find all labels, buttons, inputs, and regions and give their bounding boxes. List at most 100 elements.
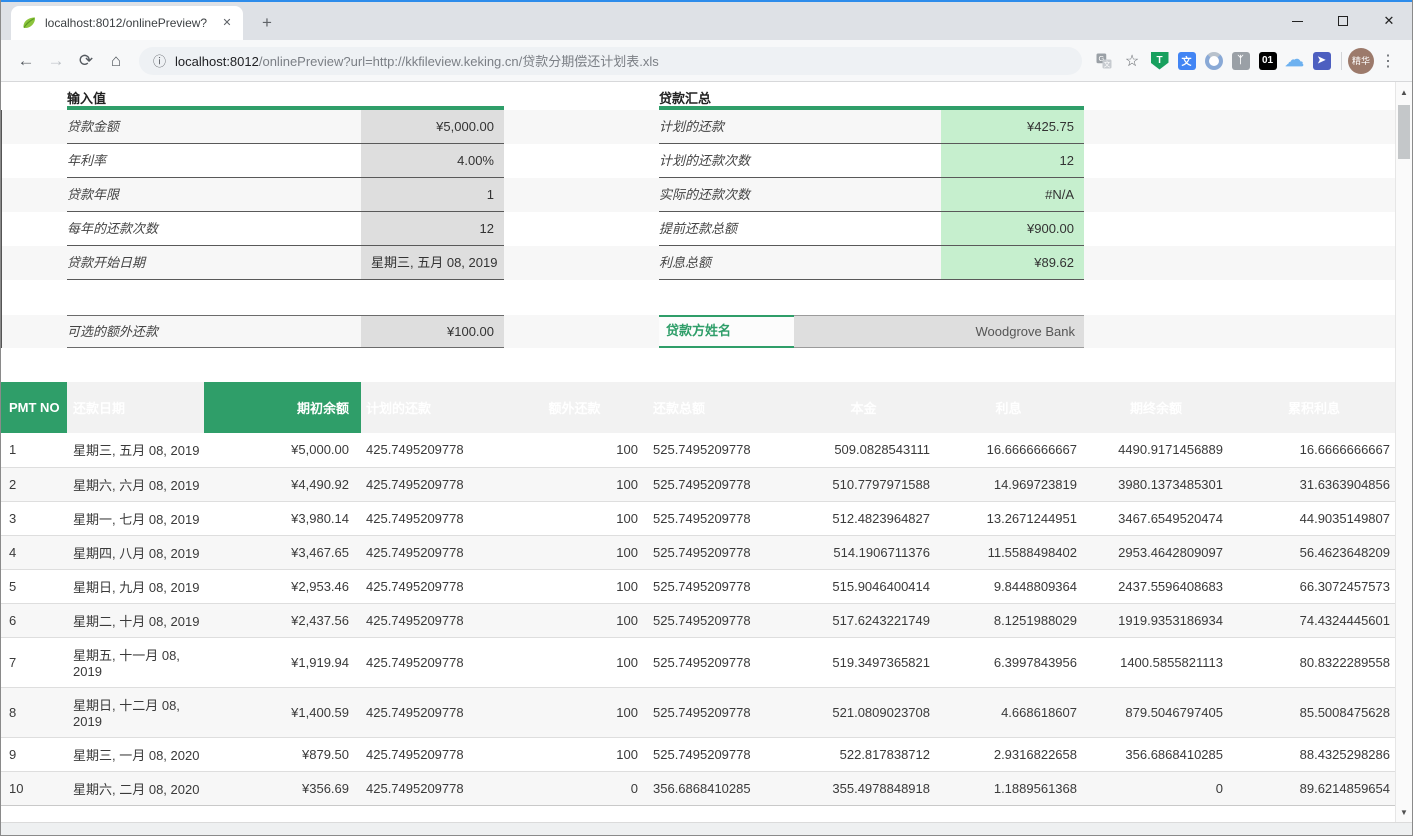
schedule-cell: 31.6363904856 <box>1231 467 1397 502</box>
summary-row-value: ¥425.75 <box>941 110 1084 143</box>
browser-menu-icon[interactable]: ⋮ <box>1380 52 1396 70</box>
schedule-cell: ¥356.69 <box>204 771 361 806</box>
address-bar[interactable]: ⓘ localhost:8012/onlinePreview?url=http:… <box>139 46 1082 75</box>
schedule-cell: 521.0809023708 <box>791 687 936 738</box>
schedule-cell: ¥2,953.46 <box>204 569 361 604</box>
svg-text:文: 文 <box>1104 59 1111 68</box>
shield-extension-icon-badge: T <box>1150 51 1169 70</box>
zero-one-extension-icon[interactable]: 01 <box>1254 47 1281 75</box>
schedule-cell: 85.5008475628 <box>1231 687 1397 738</box>
schedule-row: 7 星期五, 十一月 08, 2019 ¥1,919.94 425.749520977… <box>1 637 1397 688</box>
schedule-cell: 519.3497365821 <box>791 637 936 688</box>
close-window-button[interactable]: ✕ <box>1383 13 1395 28</box>
new-tab-button[interactable]: + <box>262 13 272 32</box>
schedule-cell: 星期六, 二月 08, 2020 <box>67 771 204 806</box>
summary-row-value: ¥89.62 <box>941 246 1084 279</box>
back-button[interactable]: ← <box>17 50 35 70</box>
schedule-cell: 879.5046797405 <box>1081 687 1231 738</box>
schedule-cell: 425.7495209778 <box>361 467 501 502</box>
sitemap-extension-icon[interactable]: ᛉ <box>1227 47 1254 75</box>
profile-avatar[interactable]: 精华 <box>1348 47 1374 74</box>
scrollbar-down-arrow[interactable]: ▼ <box>1400 807 1408 817</box>
schedule-cell: 0 <box>1081 771 1231 806</box>
schedule-cell: 1.1889561368 <box>936 771 1081 806</box>
column-header: PMT NO <box>1 382 67 433</box>
minimize-icon <box>1291 20 1303 22</box>
schedule-cell: 8 <box>1 687 67 738</box>
summary-row-label: 计划的还款 <box>659 119 725 134</box>
schedule-cell: 星期日, 十二月 08, 2019 <box>67 687 204 738</box>
schedule-cell: 100 <box>501 687 648 738</box>
schedule-cell: 1919.9353186934 <box>1081 603 1231 638</box>
schedule-cell: 星期二, 十月 08, 2019 <box>67 603 204 638</box>
tab-close-icon[interactable]: ✕ <box>222 17 232 29</box>
toolbar-divider <box>1341 51 1342 70</box>
schedule-cell: 525.7495209778 <box>648 535 791 570</box>
schedule-cell: 56.4623648209 <box>1231 535 1397 570</box>
schedule-row: 5 星期日, 九月 08, 2019 ¥2,953.46 425.7495209778… <box>1 569 1397 604</box>
translate-page-icon[interactable]: G 文 <box>1090 47 1118 75</box>
url-path: /onlinePreview?url=http://kkfileview.kek… <box>258 54 659 69</box>
browser-tab[interactable]: localhost:8012/onlinePreview? ✕ <box>11 6 243 40</box>
maximize-button[interactable] <box>1320 2 1366 40</box>
bottom-scroll-track[interactable] <box>1 822 1412 835</box>
schedule-cell: 3 <box>1 501 67 536</box>
schedule-cell: 8.1251988029 <box>936 603 1081 638</box>
summary-row-value: 12 <box>941 144 1084 177</box>
input-row-label: 年利率 <box>67 153 107 168</box>
forward-button[interactable]: → <box>47 50 65 70</box>
schedule-cell: 11.5588498402 <box>936 535 1081 570</box>
extra-payment-label: 可选的额外还款 <box>67 324 159 339</box>
schedule-cell: 525.7495209778 <box>648 467 791 502</box>
swallow-extension-icon-badge: ➤ <box>1312 51 1331 70</box>
swirl-extension-icon[interactable] <box>1200 47 1227 75</box>
minimize-button[interactable] <box>1274 2 1320 40</box>
schedule-cell: 100 <box>501 501 648 536</box>
schedule-cell: 88.4325298286 <box>1231 737 1397 772</box>
schedule-cell: 525.7495209778 <box>648 737 791 772</box>
extra-payment-row: 可选的额外还款 ¥100.00 <box>67 315 504 348</box>
translate-page-glyph: G 文 <box>1096 53 1112 68</box>
sitemap-extension-icon-badge: ᛉ <box>1231 51 1250 70</box>
inputs-title: 输入值 <box>67 82 504 110</box>
schedule-cell: 星期三, 五月 08, 2019 <box>67 433 204 468</box>
column-header: 本金 <box>791 382 936 433</box>
bookmark-star-icon[interactable]: ☆ <box>1124 52 1140 70</box>
scrollbar-up-arrow[interactable]: ▲ <box>1400 87 1408 97</box>
schedule-cell: 356.6868410285 <box>648 771 791 806</box>
schedule-cell: 525.7495209778 <box>648 569 791 604</box>
input-row-value: 星期三, 五月 08, 2019 <box>361 246 504 279</box>
schedule-cell: ¥5,000.00 <box>204 433 361 468</box>
schedule-cell: 525.7495209778 <box>648 637 791 688</box>
summary-row-value: ¥900.00 <box>941 212 1084 245</box>
sheet-left-border <box>1 110 2 348</box>
swallow-extension-icon[interactable]: ➤ <box>1308 47 1335 75</box>
schedule-cell: ¥3,980.14 <box>204 501 361 536</box>
schedule-cell: 4 <box>1 535 67 570</box>
scrollbar-thumb[interactable] <box>1398 105 1410 159</box>
schedule-cell: 16.6666666667 <box>1231 433 1397 468</box>
inputs-table: 输入值 贷款金额 ¥5,000.00 年利率 4.00% 贷款年限 1 每年的还… <box>67 82 504 280</box>
vertical-scrollbar[interactable]: ▲ ▼ <box>1395 82 1412 822</box>
input-row-label: 贷款年限 <box>67 187 120 202</box>
home-button[interactable]: ⌂ <box>110 50 122 70</box>
schedule-cell: 356.6868410285 <box>1081 737 1231 772</box>
schedule-cell: 星期三, 一月 08, 2020 <box>67 737 204 772</box>
schedule-cell: 9 <box>1 737 67 772</box>
schedule-cell: 74.4324445601 <box>1231 603 1397 638</box>
schedule-cell: 1400.5855821113 <box>1081 637 1231 688</box>
extensions-row: T 文 ᛉ 01 ☁ ➤ <box>1146 47 1335 75</box>
translate-extension-icon[interactable]: 文 <box>1173 47 1200 75</box>
page-info-icon[interactable]: ⓘ <box>153 54 167 69</box>
column-header: 还款日期 <box>67 382 204 433</box>
schedule-cell: 89.6214859654 <box>1231 771 1397 806</box>
schedule-cell: 425.7495209778 <box>361 737 501 772</box>
reload-button[interactable]: ⟳ <box>78 50 94 70</box>
swirl-extension-icon-badge <box>1204 51 1223 70</box>
cloud-extension-icon[interactable]: ☁ <box>1281 47 1308 75</box>
schedule-cell: 425.7495209778 <box>361 687 501 738</box>
shield-extension-icon[interactable]: T <box>1146 47 1173 75</box>
schedule-cell: 6.3997843956 <box>936 637 1081 688</box>
schedule-cell: 2 <box>1 467 67 502</box>
